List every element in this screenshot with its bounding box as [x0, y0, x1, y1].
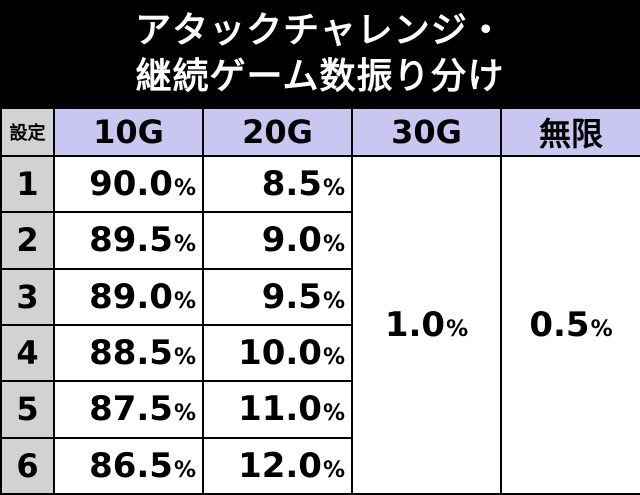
- table-row: 5 87.5% 11.0%: [0, 380, 640, 439]
- header-10g: 10G: [53, 107, 204, 157]
- value-20g: 10.0%: [202, 323, 353, 383]
- value-30g-number: 1.0: [384, 305, 446, 345]
- percent-sign: %: [322, 176, 345, 202]
- title-bar: アタックチャレンジ・ 継続ゲーム数振り分け: [0, 0, 640, 107]
- percent-sign: %: [173, 176, 196, 202]
- table-row: 4 88.5% 10.0%: [0, 323, 640, 383]
- value-20g: 12.0%: [202, 436, 353, 495]
- value-10g-number: 86.5: [89, 445, 173, 486]
- value-20g: 8.5%: [202, 154, 353, 214]
- value-10g: 89.0%: [53, 267, 204, 326]
- percent-sign: %: [173, 401, 196, 427]
- setting-cell: 1: [0, 154, 55, 214]
- table-row: 6 86.5% 12.0%: [0, 436, 640, 495]
- table-row: 3 89.0% 9.5%: [0, 267, 640, 326]
- value-10g: 90.0%: [53, 154, 204, 214]
- percent-sign: %: [173, 232, 196, 258]
- percent-sign: %: [173, 288, 196, 314]
- percent-sign: %: [322, 232, 345, 258]
- page-title-line-2: 継続ゲーム数振り分け: [135, 55, 505, 97]
- percent-sign: %: [590, 317, 613, 342]
- percent-sign: %: [173, 345, 196, 371]
- value-20g-number: 8.5: [261, 164, 322, 205]
- percent-sign: %: [173, 457, 196, 483]
- table-row: 1 90.0% 8.5% 1.0% 0.5%: [0, 154, 640, 495]
- table-row: 2 89.5% 9.0%: [0, 211, 640, 270]
- value-20g-number: 9.0: [261, 220, 322, 261]
- header-setting: 設定: [0, 107, 55, 157]
- setting-cell: 6: [0, 436, 55, 495]
- value-20g-number: 10.0: [238, 333, 322, 374]
- value-20g: 11.0%: [202, 380, 353, 439]
- percent-sign: %: [322, 457, 345, 483]
- value-30g-all: 1.0%: [351, 155, 502, 495]
- setting-cell: 2: [0, 211, 55, 270]
- percent-sign: %: [322, 345, 345, 371]
- setting-cell: 3: [0, 267, 55, 326]
- value-10g: 87.5%: [53, 380, 204, 439]
- distribution-table: 設定 10G 20G 30G 無限 1 90.0% 8.5% 1.0% 0.5%…: [0, 107, 640, 495]
- value-unlimited-number: 0.5: [529, 305, 590, 345]
- value-20g-number: 9.5: [261, 276, 322, 317]
- page-title-line-1: アタックチャレンジ・: [135, 9, 505, 51]
- value-10g-number: 87.5: [89, 389, 173, 430]
- percent-sign: %: [322, 401, 345, 427]
- header-30g: 30G: [351, 107, 502, 157]
- header-row: 設定 10G 20G 30G 無限: [0, 107, 640, 157]
- value-unlimited-all: 0.5%: [500, 155, 640, 495]
- value-10g-number: 88.5: [89, 333, 173, 374]
- value-20g-number: 11.0: [238, 389, 322, 430]
- value-10g: 86.5%: [53, 436, 204, 495]
- percent-sign: %: [322, 288, 345, 314]
- value-20g: 9.0%: [202, 211, 353, 270]
- value-10g: 89.5%: [53, 211, 204, 270]
- value-10g-number: 89.5: [89, 220, 173, 261]
- setting-cell: 4: [0, 323, 55, 383]
- value-20g-number: 12.0: [238, 445, 322, 486]
- value-20g: 9.5%: [202, 267, 353, 326]
- percent-sign: %: [446, 317, 469, 342]
- value-10g-number: 89.0: [89, 276, 173, 317]
- header-unlimited: 無限: [500, 107, 640, 157]
- setting-cell: 5: [0, 380, 55, 439]
- value-10g: 88.5%: [53, 323, 204, 383]
- value-10g-number: 90.0: [89, 164, 173, 205]
- header-20g: 20G: [202, 107, 353, 157]
